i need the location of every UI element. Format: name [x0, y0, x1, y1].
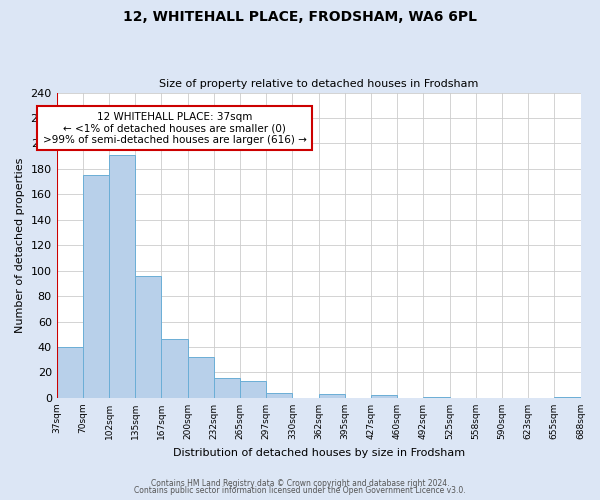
- X-axis label: Distribution of detached houses by size in Frodsham: Distribution of detached houses by size …: [173, 448, 464, 458]
- Bar: [109, 155, 135, 398]
- Bar: [266, 393, 292, 398]
- Bar: [188, 357, 214, 398]
- Text: 12, WHITEHALL PLACE, FRODSHAM, WA6 6PL: 12, WHITEHALL PLACE, FRODSHAM, WA6 6PL: [123, 10, 477, 24]
- Bar: [56, 347, 83, 398]
- Y-axis label: Number of detached properties: Number of detached properties: [15, 158, 25, 333]
- Text: 12 WHITEHALL PLACE: 37sqm
← <1% of detached houses are smaller (0)
>99% of semi-: 12 WHITEHALL PLACE: 37sqm ← <1% of detac…: [43, 112, 307, 145]
- Bar: [214, 378, 240, 398]
- Bar: [371, 396, 397, 398]
- Bar: [554, 396, 581, 398]
- Text: Contains public sector information licensed under the Open Government Licence v3: Contains public sector information licen…: [134, 486, 466, 495]
- Title: Size of property relative to detached houses in Frodsham: Size of property relative to detached ho…: [159, 79, 478, 89]
- Bar: [319, 394, 345, 398]
- Bar: [161, 340, 188, 398]
- Bar: [240, 382, 266, 398]
- Text: Contains HM Land Registry data © Crown copyright and database right 2024.: Contains HM Land Registry data © Crown c…: [151, 478, 449, 488]
- Bar: [83, 176, 109, 398]
- Bar: [424, 396, 449, 398]
- Bar: [135, 276, 161, 398]
